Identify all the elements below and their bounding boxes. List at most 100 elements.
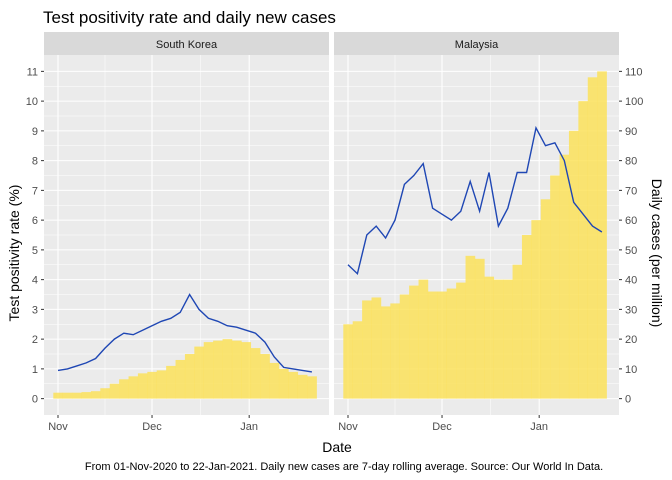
chart-title: Test positivity rate and daily new cases [43, 8, 336, 27]
bar-malaysia [380, 306, 391, 399]
bar-malaysia [409, 285, 419, 399]
bar-malaysia [474, 258, 485, 399]
bar-south-korea [81, 392, 92, 399]
y-right-tick-label: 50 [625, 245, 637, 257]
y-left-tick-label: 1 [32, 364, 38, 376]
bar-malaysia [559, 154, 570, 399]
facet-label-malaysia: Malaysia [455, 39, 499, 51]
bar-south-korea [269, 362, 280, 399]
positivity-line-malaysia [347, 125, 603, 276]
bar-south-korea [203, 342, 214, 399]
y-left-tick-label: 3 [32, 304, 38, 316]
y-left-tick-label: 7 [32, 185, 38, 197]
bar-malaysia [343, 324, 354, 399]
bar-malaysia [418, 279, 429, 399]
y-right-tick-label: 70 [625, 185, 637, 197]
bar-series-south-korea [53, 339, 317, 399]
bar-malaysia [446, 288, 457, 399]
x-tick-label: Nov [48, 421, 68, 433]
y-axis-left-ticks: 0 1 2 3 4 5 6 7 8 9 10 11 [26, 66, 44, 406]
facet-strip-malaysia [334, 32, 619, 55]
bar-south-korea [53, 392, 64, 399]
y-left-tick-label: 4 [32, 275, 38, 287]
y-axis-right-ticks: 0 10 20 30 40 50 60 70 80 90 100 110 [619, 66, 643, 406]
x-axis-ticks-malaysia: Nov Dec Jan [338, 415, 548, 433]
y-right-tick-label: 10 [625, 364, 637, 376]
facet-strip-south-korea [44, 32, 329, 55]
y-right-tick-label: 80 [625, 156, 637, 168]
y-left-tick-label: 8 [32, 156, 38, 168]
x-axis-ticks-south-korea: Nov Dec Jan [48, 415, 258, 433]
bar-south-korea [241, 342, 252, 399]
bar-malaysia [390, 303, 401, 399]
bar-malaysia [597, 71, 607, 399]
y-right-tick-label: 110 [625, 66, 643, 78]
y-axis-right-title: Daily cases (per million) [649, 179, 665, 328]
bar-malaysia [587, 77, 598, 399]
y-right-tick-label: 0 [625, 394, 631, 406]
bar-malaysia [578, 101, 589, 399]
y-left-tick-label: 5 [32, 245, 38, 257]
bar-south-korea [278, 368, 289, 399]
bar-south-korea [260, 354, 270, 399]
bar-malaysia [540, 199, 551, 399]
y-left-tick-label: 0 [32, 394, 38, 406]
bar-malaysia [503, 279, 513, 399]
x-tick-label: Jan [530, 421, 548, 433]
bar-south-korea [72, 392, 82, 399]
y-right-tick-label: 30 [625, 304, 637, 316]
positivity-line-south-korea [57, 293, 313, 373]
bar-malaysia [371, 297, 382, 399]
bar-south-korea [100, 388, 111, 399]
y-axis-left-title: Test positivity rate (%) [6, 185, 22, 322]
x-tick-label: Nov [338, 421, 358, 433]
bar-malaysia [399, 294, 410, 399]
bar-malaysia [493, 279, 504, 399]
bar-south-korea [119, 379, 129, 399]
x-axis-title: Date [322, 439, 352, 455]
bar-malaysia [550, 175, 560, 399]
bar-south-korea [109, 383, 120, 399]
bar-south-korea [184, 354, 195, 399]
bar-south-korea [175, 359, 186, 399]
bar-malaysia [352, 321, 363, 399]
bar-malaysia [437, 291, 448, 399]
bar-malaysia [531, 220, 542, 399]
y-left-tick-label: 6 [32, 215, 38, 227]
facet-panel-south-korea: South Korea Nov Dec Jan [44, 32, 329, 433]
bar-south-korea [222, 339, 233, 399]
y-right-tick-label: 100 [625, 96, 643, 108]
bar-malaysia [512, 264, 523, 399]
bar-malaysia [362, 300, 372, 399]
y-left-tick-label: 10 [26, 96, 38, 108]
bar-south-korea [147, 371, 158, 399]
y-right-tick-label: 40 [625, 275, 637, 287]
bar-south-korea [213, 340, 223, 399]
bar-south-korea [288, 371, 299, 399]
bar-south-korea [62, 392, 73, 399]
bar-malaysia [465, 255, 476, 399]
bar-south-korea [307, 376, 317, 399]
y-right-tick-label: 60 [625, 215, 637, 227]
bar-malaysia [456, 282, 466, 399]
bar-south-korea [90, 391, 101, 399]
bar-malaysia [484, 276, 495, 399]
x-tick-label: Dec [432, 421, 452, 433]
y-right-tick-label: 90 [625, 126, 637, 138]
y-left-tick-label: 9 [32, 126, 38, 138]
x-tick-label: Jan [240, 421, 258, 433]
y-left-tick-label: 11 [27, 66, 38, 78]
bar-south-korea [297, 374, 308, 399]
y-right-tick-label: 20 [625, 334, 637, 346]
bar-south-korea [194, 346, 205, 399]
bar-south-korea [128, 376, 139, 399]
bar-malaysia [568, 130, 579, 399]
bar-south-korea [166, 365, 176, 399]
bar-malaysia [521, 235, 532, 399]
bar-malaysia [427, 291, 438, 399]
chart-caption: From 01-Nov-2020 to 22-Jan-2021. Daily n… [85, 461, 603, 473]
bar-south-korea [231, 340, 242, 399]
x-tick-label: Dec [142, 421, 162, 433]
bar-south-korea [156, 370, 167, 399]
